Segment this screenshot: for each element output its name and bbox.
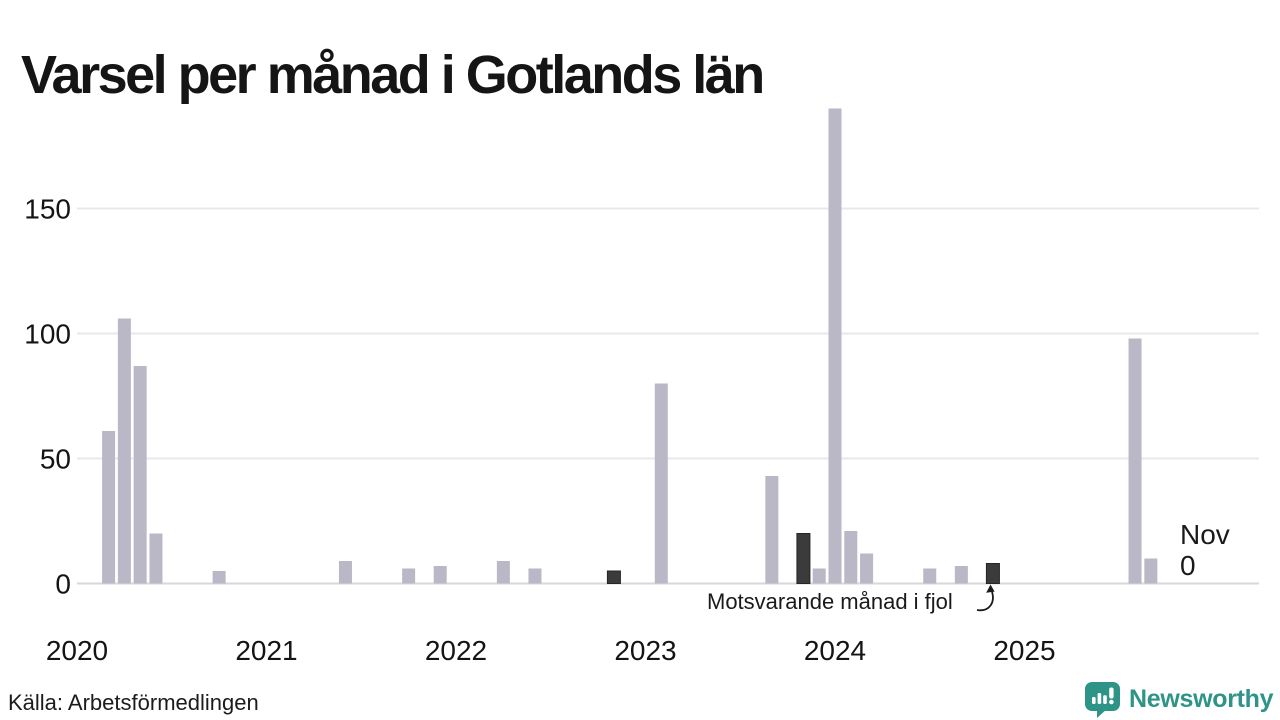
bar-2021-10 — [402, 568, 416, 584]
bar-2024-07 — [923, 568, 937, 584]
latest-month-name: Nov — [1180, 519, 1230, 550]
y-tick-label-100: 100 — [24, 319, 71, 350]
bar-2020-03 — [102, 431, 116, 584]
bar-2020-04 — [117, 318, 131, 584]
bar-2025-08 — [1128, 338, 1142, 584]
bar-2024-03 — [860, 553, 874, 584]
source-label: Källa: Arbetsförmedlingen — [8, 690, 259, 715]
annotation-label: Motsvarande månad i fjol — [707, 589, 953, 614]
y-tick-label-50: 50 — [40, 444, 71, 475]
y-tick-label-0: 0 — [55, 569, 71, 600]
x-tick-label-2022: 2022 — [425, 635, 487, 666]
newsworthy-logo-icon — [1085, 682, 1120, 718]
bar-2025-09 — [1144, 558, 1158, 584]
bar-2023-11 — [796, 533, 811, 584]
x-tick-label-2025: 2025 — [993, 635, 1055, 666]
x-tick-label-2023: 2023 — [614, 635, 676, 666]
x-tick-label-2021: 2021 — [235, 635, 297, 666]
newsworthy-logo-text: Newsworthy — [1129, 684, 1274, 713]
bar-2023-09 — [765, 476, 779, 584]
bar-2021-06 — [338, 561, 352, 584]
bar-2024-02 — [844, 531, 858, 584]
bar-2021-12 — [433, 566, 447, 584]
bar-2020-10 — [212, 571, 226, 584]
annotation-arrow — [976, 589, 994, 612]
chart-title: Varsel per månad i Gotlands län — [21, 45, 765, 106]
newsworthy-logo[interactable]: Newsworthy — [1084, 680, 1274, 718]
x-tick-label-2024: 2024 — [804, 635, 866, 666]
bar-2020-06 — [149, 533, 163, 584]
bar-2022-04 — [496, 561, 510, 584]
bar-2022-11 — [606, 570, 621, 584]
bar-2024-01 — [828, 108, 842, 584]
y-tick-label-150: 150 — [24, 194, 71, 225]
bar-2023-02 — [654, 383, 668, 584]
latest-month-label: Nov 0 — [1180, 519, 1230, 581]
bar-2024-09 — [954, 566, 968, 584]
bar-2024-11 — [985, 563, 1000, 584]
x-tick-label-2020: 2020 — [46, 635, 108, 666]
bar-2023-12 — [812, 568, 826, 584]
bar-2022-06 — [528, 568, 542, 584]
bar-2020-05 — [133, 366, 147, 584]
annotation-arrowhead — [986, 584, 995, 593]
latest-month-value: 0 — [1180, 550, 1196, 581]
